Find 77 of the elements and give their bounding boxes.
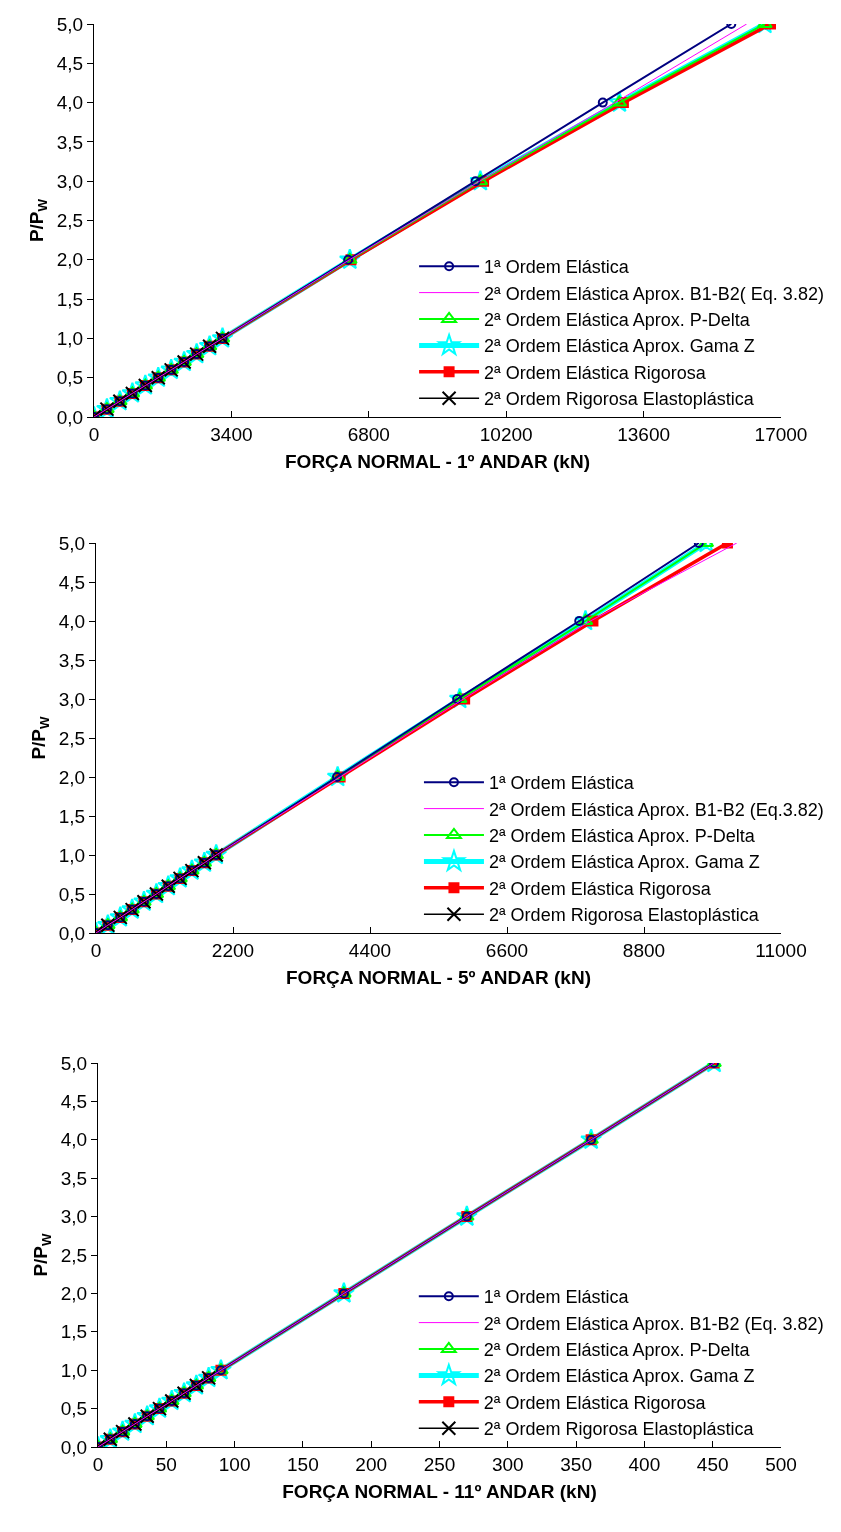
legend-label: 2ª Ordem Rigorosa Elastoplástica [488, 905, 760, 926]
y-tick-label: 3,5 [60, 1167, 88, 1189]
legend-label: 2ª Ordem Elástica Aprox. B1-B2( Eq. 3.82) [484, 283, 824, 304]
legend-label: 2ª Ordem Elástica Rigorosa [483, 1392, 707, 1413]
y-tick-label: 2,5 [56, 210, 84, 232]
x-tick-label: 300 [491, 1453, 524, 1475]
y-tick-label: 4,5 [56, 52, 84, 74]
y-tick-label: 4,0 [60, 1129, 88, 1151]
x-tick-label: 250 [423, 1453, 456, 1475]
x-axis-title: FORÇA NORMAL - 5º ANDAR (kN) [286, 966, 591, 988]
y-tick-label: 1,0 [60, 1359, 88, 1381]
y-tick-label: 1,0 [58, 844, 86, 866]
legend-label: 2ª Ordem Elástica Aprox. Gama Z [484, 336, 755, 357]
legend-label: 2ª Ordem Elástica Aprox. B1-B2 (Eq.3.82) [488, 799, 824, 820]
y-tick-label: 1,0 [56, 328, 84, 350]
y-tick-label: 3,5 [58, 649, 86, 671]
x-tick-label: 13600 [617, 423, 671, 445]
legend-label: 2ª Ordem Rigorosa Elastoplástica [483, 1419, 755, 1440]
y-tick-label: 0,5 [56, 367, 84, 389]
y-tick-label: 5,0 [56, 13, 84, 35]
x-tick-label: 3400 [210, 423, 253, 445]
y-tick-label: 3,0 [58, 688, 86, 710]
x-tick-label: 50 [155, 1453, 177, 1475]
x-axis-title: FORÇA NORMAL - 11º ANDAR (kN) [282, 1480, 597, 1502]
x-tick-label: 10200 [479, 423, 533, 445]
x-tick-label: 200 [355, 1453, 388, 1475]
legend-label: 2ª Ordem Rigorosa Elastoplástica [484, 389, 755, 410]
y-tick-label: 5,0 [60, 1052, 88, 1074]
x-tick-label: 450 [696, 1453, 729, 1475]
y-tick-label: 3,5 [56, 131, 84, 153]
x-tick-label: 500 [765, 1453, 797, 1475]
y-tick-label: 5,0 [58, 532, 86, 554]
y-tick-label: 4,0 [58, 610, 86, 632]
legend-label: 1ª Ordem Elástica [488, 773, 635, 794]
x-tick-label: 350 [560, 1453, 592, 1475]
legend-label: 2ª Ordem Elástica Aprox. P-Delta [488, 826, 756, 847]
legend-label: 2ª Ordem Elástica Rigorosa [488, 878, 712, 899]
x-tick-label: 6800 [347, 423, 390, 445]
y-tick-label: 0,5 [60, 1398, 88, 1420]
x-tick-label: 11000 [755, 939, 807, 961]
y-tick-label: 1,5 [60, 1321, 88, 1343]
y-tick-label: 3,0 [60, 1206, 88, 1228]
x-tick-label: 8800 [622, 939, 666, 961]
x-tick-label: 0 [88, 423, 100, 445]
legend-label: 2ª Ordem Elástica Aprox. Gama Z [488, 852, 760, 873]
y-tick-label: 2,0 [58, 766, 86, 788]
x-tick-label: 0 [90, 939, 102, 961]
x-tick-label: 400 [628, 1453, 661, 1475]
legend-label: 2ª Ordem Elástica Aprox. P-Delta [483, 1340, 751, 1361]
x-tick-label: 150 [287, 1453, 319, 1475]
y-tick-label: 0,0 [60, 1436, 88, 1458]
y-tick-label: 4,5 [60, 1091, 88, 1113]
y-tick-label: 1,5 [56, 288, 84, 310]
legend-label: 2ª Ordem Elástica Rigorosa [484, 362, 707, 383]
y-tick-label: 2,0 [60, 1283, 88, 1305]
y-tick-label: 4,5 [58, 571, 86, 593]
legend-label: 1ª Ordem Elástica [484, 257, 630, 278]
legend-label: 2ª Ordem Elástica Aprox. P-Delta [484, 310, 751, 331]
x-tick-label: 2200 [211, 939, 255, 961]
legend-label: 2ª Ordem Elástica Aprox. Gama Z [483, 1366, 755, 1387]
x-axis-title: FORÇA NORMAL - 1º ANDAR (kN) [285, 450, 590, 472]
y-tick-label: 2,5 [60, 1244, 88, 1266]
x-tick-label: 17000 [754, 423, 808, 445]
y-tick-label: 4,0 [56, 92, 84, 114]
x-tick-label: 100 [218, 1453, 251, 1475]
y-tick-label: 0,0 [58, 922, 86, 944]
y-tick-label: 1,5 [58, 805, 86, 827]
x-tick-label: 6600 [485, 939, 529, 961]
legend-label: 2ª Ordem Elástica Aprox. B1-B2 (Eq. 3.82) [483, 1313, 824, 1334]
x-tick-label: 4400 [348, 939, 392, 961]
y-tick-label: 0,5 [58, 883, 86, 905]
y-tick-label: 3,0 [56, 170, 84, 192]
y-tick-label: 2,5 [58, 727, 86, 749]
legend-label: 1ª Ordem Elástica [483, 1287, 630, 1308]
y-tick-label: 0,0 [56, 406, 84, 428]
x-tick-label: 0 [92, 1453, 104, 1475]
y-tick-label: 2,0 [56, 249, 84, 271]
